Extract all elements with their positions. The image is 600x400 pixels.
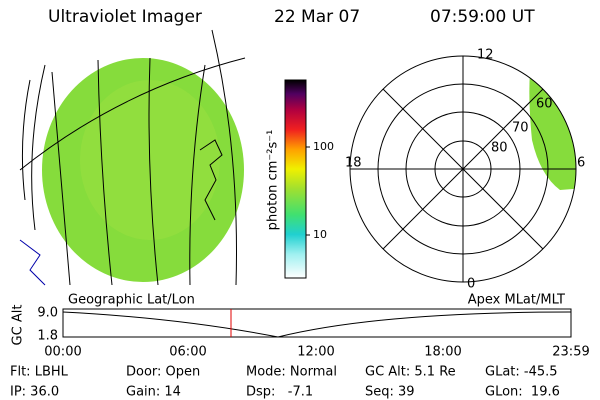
x-tick-label: 23:59	[552, 345, 589, 360]
colorbar-tick-label: 100	[313, 140, 334, 153]
mlat-label: 60	[536, 97, 553, 112]
meridian	[211, 29, 237, 286]
timeline-left-title: Geographic Lat/Lon	[68, 293, 195, 308]
coastline	[19, 239, 46, 286]
info-field: Mode: Normal	[246, 365, 337, 380]
colorbar-tick-label: 10	[313, 228, 327, 241]
auroral-oval	[529, 72, 576, 190]
mlt-label: 12	[477, 48, 494, 63]
mlt-label: 18	[345, 156, 362, 171]
info-field: GLon: 19.6	[485, 385, 560, 400]
colorbar: 100 10 photon cm⁻²s⁻¹	[266, 79, 334, 279]
spoke	[382, 88, 544, 250]
x-tick-label: 00:00	[44, 345, 81, 360]
time: 07:59:00 UT	[430, 7, 535, 27]
parallel	[19, 57, 246, 171]
meridian	[51, 71, 71, 286]
x-tick-label: 18:00	[424, 345, 461, 360]
y-tick-label: 1.8	[37, 329, 58, 344]
earth-image	[19, 29, 246, 286]
x-tick-label: 12:00	[297, 345, 334, 360]
mlt-label: 0	[467, 277, 475, 292]
timeline: Geographic Lat/Lon Apex MLat/MLT GC Alt …	[11, 293, 590, 360]
info-field: GLat: -45.5	[485, 365, 558, 380]
polar-grid	[349, 55, 577, 283]
info-field: Seq: 39	[365, 385, 415, 400]
x-tick-label: 06:00	[169, 345, 206, 360]
title: Ultraviolet Imager	[48, 7, 202, 27]
meridian	[189, 64, 206, 286]
y-axis-label: GC Alt	[11, 305, 26, 346]
info-field: Gain: 14	[126, 385, 181, 400]
meridian	[97, 59, 113, 286]
timeline-frame	[62, 308, 572, 338]
date: 22 Mar 07	[274, 7, 360, 27]
altitude-curve	[62, 311, 572, 338]
info-panel: Flt: LBHL Door: Open Mode: Normal GC Alt: 5…	[10, 365, 560, 400]
mlat-label: 80	[491, 141, 508, 156]
mlt-label: 6	[577, 156, 585, 171]
polar-plot: 12 18 6 0 60 70 80	[345, 48, 585, 292]
info-field: Door: Open	[126, 365, 200, 380]
coastline	[21, 64, 46, 231]
lat-lon-grid	[19, 29, 246, 286]
info-field: Flt: LBHL	[10, 365, 69, 380]
meridian	[148, 57, 159, 286]
info-field: Dsp: -7.1	[246, 385, 313, 400]
y-tick-label: 9.0	[37, 306, 58, 321]
mlat-label: 70	[512, 121, 529, 136]
colorbar-scale	[284, 79, 307, 279]
info-field: IP: 36.0	[10, 385, 59, 400]
timeline-right-title: Apex MLat/MLT	[468, 293, 565, 308]
coastline	[199, 139, 223, 221]
colorbar-label: photon cm⁻²s⁻¹	[266, 130, 281, 231]
info-field: GC Alt: 5.1 Re	[365, 365, 456, 380]
